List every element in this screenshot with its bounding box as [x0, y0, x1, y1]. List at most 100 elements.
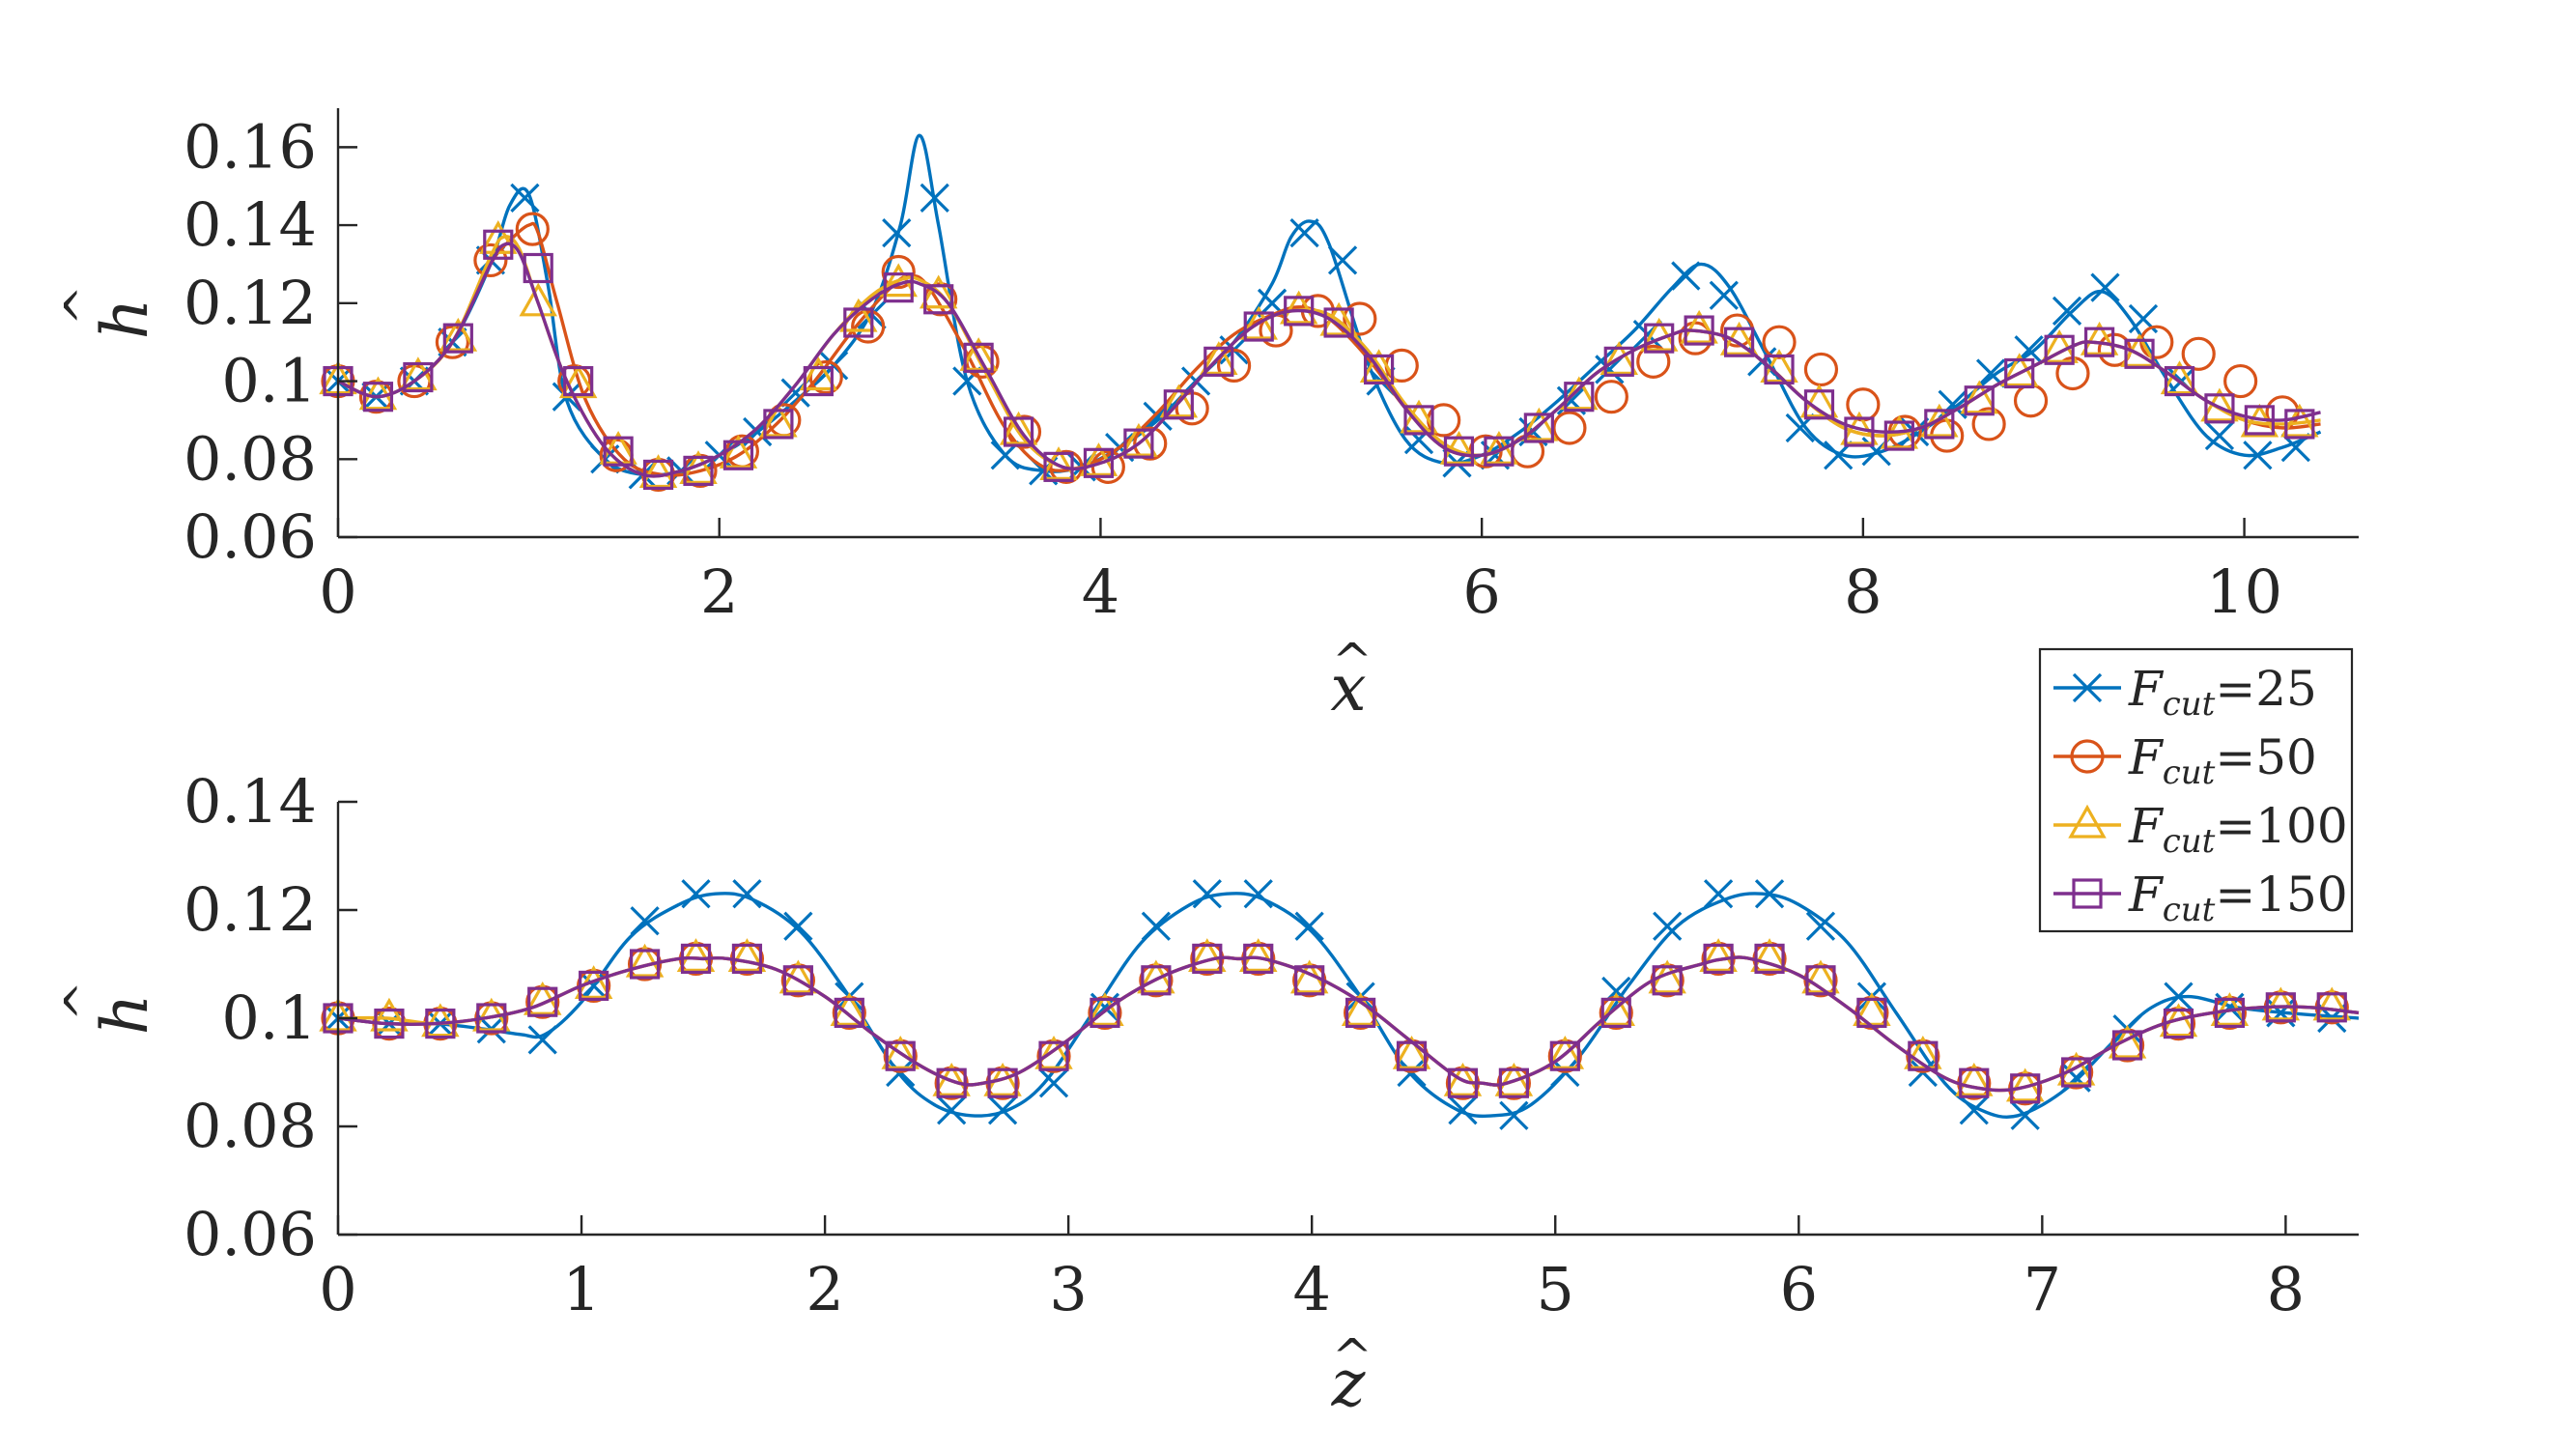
- marker-F100: [558, 364, 598, 399]
- marker-F25: [2243, 441, 2273, 470]
- y-axis-label-hat: ^: [54, 285, 110, 326]
- marker-F150: [362, 382, 394, 413]
- marker-F100: [2200, 387, 2239, 422]
- marker-F150: [2244, 405, 2275, 436]
- marker-F150: [1600, 997, 1631, 1029]
- marker-F50: [435, 325, 470, 359]
- marker-F150: [1805, 965, 1836, 996]
- marker-F25: [1243, 879, 1273, 909]
- marker-F100: [625, 943, 665, 978]
- marker-F25: [630, 906, 660, 936]
- marker-F25: [732, 879, 762, 909]
- marker-F150: [1443, 436, 1475, 467]
- marker-F150: [1243, 311, 1274, 342]
- marker-F100: [676, 938, 716, 972]
- marker-F100: [1200, 341, 1238, 375]
- marker-F150: [425, 1008, 456, 1039]
- marker-F150: [1203, 346, 1234, 377]
- x-tick-label: 2: [806, 1254, 843, 1324]
- marker-F100: [2312, 986, 2352, 1021]
- marker-F100: [519, 282, 557, 317]
- marker-F150: [1684, 315, 1714, 346]
- legend-label-value: =50: [2215, 729, 2317, 785]
- marker-F100: [759, 403, 798, 438]
- legend-entry-F100: Fcut=100: [2053, 798, 2348, 861]
- marker-F25: [1671, 261, 1701, 291]
- x-tick-label: 8: [1844, 556, 1882, 627]
- marker-F150: [523, 252, 553, 284]
- marker-F25: [1141, 911, 1172, 941]
- marker-F50: [473, 242, 508, 278]
- y-tick-label: 0.12: [184, 874, 317, 945]
- legend-label-sub: cut: [2163, 891, 2216, 929]
- marker-F25: [1038, 1068, 1069, 1098]
- legend-label-main: F: [2128, 867, 2165, 923]
- marker-F100: [1545, 1035, 1585, 1069]
- marker-F150: [2111, 1030, 2143, 1061]
- marker-F50: [851, 309, 886, 344]
- marker-F150: [782, 965, 813, 996]
- marker-F25: [527, 1025, 557, 1055]
- marker-F25: [1709, 280, 1739, 310]
- legend-marker-F150: [2072, 878, 2103, 909]
- marker-F150: [1803, 389, 1835, 420]
- marker-F150: [2284, 409, 2315, 440]
- marker-F150: [883, 272, 914, 303]
- x-tick-label: 8: [2267, 1254, 2305, 1324]
- marker-F100: [2160, 360, 2199, 395]
- marker-F150: [1090, 997, 1120, 1029]
- marker-F150: [1363, 354, 1395, 385]
- x-tick-label: 6: [1780, 1254, 1818, 1324]
- marker-F100: [1680, 309, 1718, 344]
- legend-label-main: F: [2128, 729, 2165, 785]
- marker-F100: [1801, 959, 1840, 994]
- bottom-panel: 0 1 2 3 4 5 6 7 80.060.080.10.120.14z^h^: [54, 766, 2360, 1421]
- marker-F150: [1243, 943, 1274, 975]
- marker-F25: [1327, 245, 1358, 275]
- y-tick-label: 0.06: [184, 1199, 317, 1269]
- marker-F25: [510, 183, 540, 213]
- marker-F150: [1564, 382, 1595, 413]
- marker-F25: [1805, 911, 1836, 941]
- marker-F25: [1499, 1100, 1529, 1130]
- marker-F150: [722, 440, 754, 470]
- marker-F150: [885, 1040, 916, 1071]
- marker-F150: [603, 436, 634, 467]
- marker-F50: [1846, 387, 1881, 422]
- marker-F150: [1447, 1067, 1479, 1098]
- marker-F100: [439, 317, 478, 352]
- marker-F100: [1960, 380, 1999, 414]
- marker-F150: [1294, 965, 1325, 996]
- marker-F100: [881, 1035, 920, 1069]
- marker-F50: [1343, 301, 1377, 336]
- legend-label: Fcut=100: [2128, 798, 2348, 861]
- series-line-F25: [337, 892, 2360, 1119]
- marker-F150: [963, 342, 994, 373]
- marker-F100: [1799, 384, 1839, 418]
- marker-F150: [563, 365, 594, 397]
- marker-F25: [1653, 911, 1683, 941]
- marker-F100: [1137, 959, 1175, 994]
- marker-F100: [1039, 446, 1078, 480]
- marker-F100: [1494, 1062, 1534, 1096]
- marker-F150: [2083, 327, 2115, 357]
- marker-F25: [1448, 1095, 1478, 1125]
- marker-F150: [2163, 1008, 2194, 1039]
- y-axis-label: h: [88, 299, 162, 340]
- marker-F150: [1844, 416, 1875, 447]
- x-tick-label: 6: [1462, 556, 1500, 627]
- marker-F100: [1519, 407, 1559, 441]
- marker-F50: [2013, 384, 2049, 418]
- marker-F100: [1439, 430, 1479, 465]
- marker-F150: [1163, 389, 1194, 420]
- marker-F100: [727, 938, 767, 972]
- marker-F50: [2223, 363, 2258, 399]
- marker-F50: [1552, 411, 1587, 445]
- marker-F25: [783, 911, 813, 941]
- x-tick-label: 0: [319, 556, 356, 627]
- x-axis-label-hat: ^: [1332, 633, 1373, 689]
- marker-F50: [1636, 344, 1671, 379]
- marker-F150: [2010, 1073, 2041, 1104]
- legend-label-value: =150: [2215, 867, 2347, 923]
- marker-F100: [1188, 938, 1227, 972]
